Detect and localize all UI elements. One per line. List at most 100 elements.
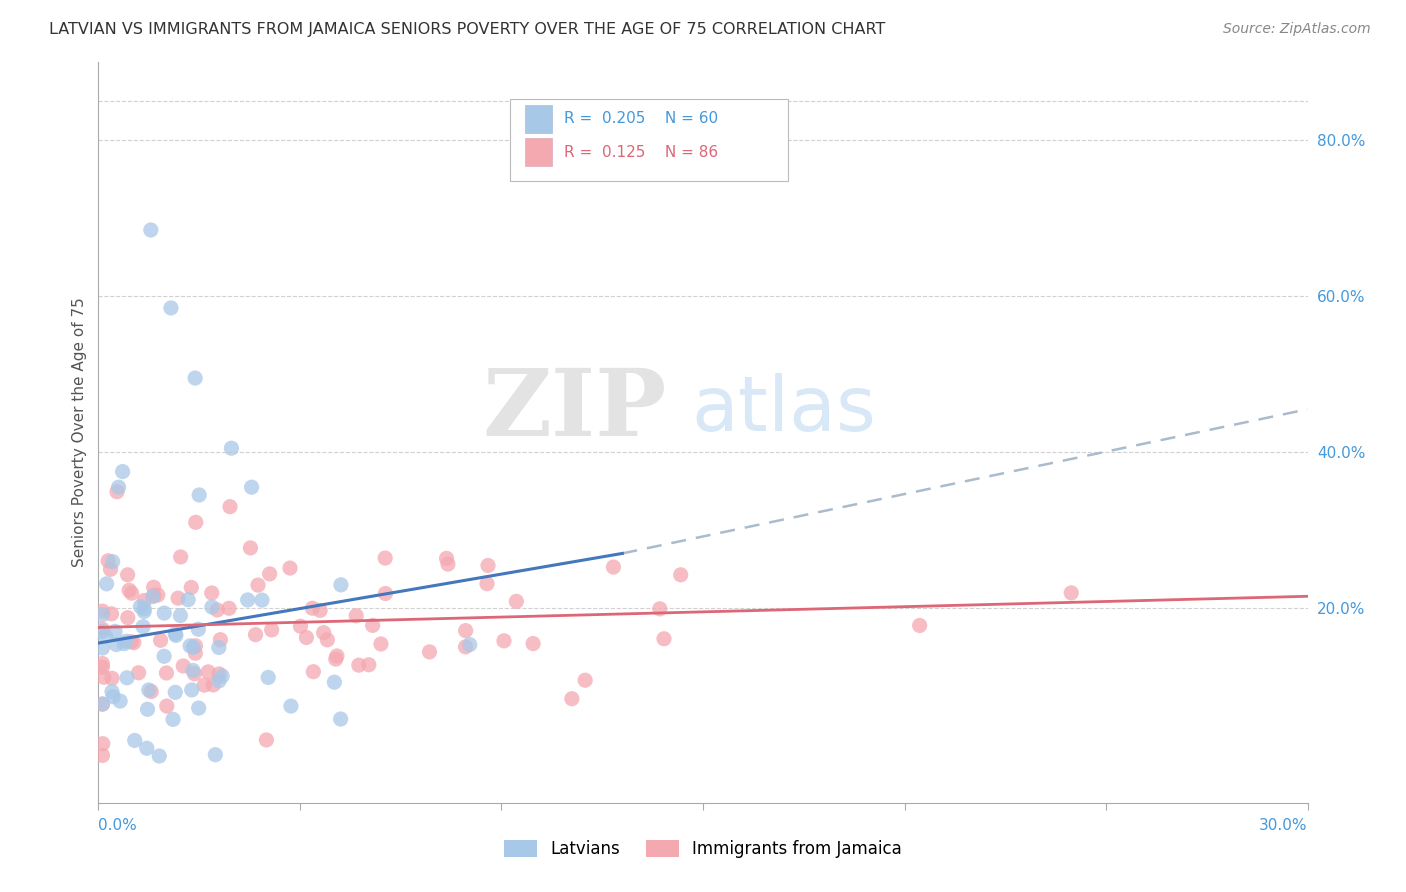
Point: [142, 590, 165, 604]
Point: [104, 624, 127, 639]
Point: [316, 632, 339, 647]
Point: [115, 671, 138, 685]
Text: atlas: atlas: [690, 374, 876, 448]
Point: [201, 586, 224, 600]
Point: [160, 301, 183, 315]
Point: [181, 664, 204, 678]
Point: [91, 623, 114, 637]
Point: [247, 578, 270, 592]
Point: [96, 577, 118, 591]
Point: [260, 623, 283, 637]
Point: [208, 667, 231, 681]
Point: [245, 628, 267, 642]
Point: [458, 638, 481, 652]
Point: [179, 639, 201, 653]
Point: [91, 624, 114, 639]
Point: [153, 649, 176, 664]
Text: 30.0%: 30.0%: [1260, 818, 1308, 833]
Point: [240, 480, 263, 494]
Point: [132, 620, 155, 634]
Point: [129, 599, 152, 614]
Point: [165, 685, 187, 699]
Point: [205, 603, 228, 617]
Point: [418, 645, 440, 659]
Point: [135, 741, 157, 756]
Point: [183, 640, 205, 655]
Point: [162, 712, 184, 726]
Point: [257, 670, 280, 684]
Point: [290, 619, 312, 633]
Point: [149, 633, 172, 648]
Text: ZIP: ZIP: [482, 366, 666, 456]
Point: [301, 601, 323, 615]
Point: [197, 665, 219, 679]
Point: [477, 558, 499, 573]
Point: [208, 673, 231, 688]
Point: [108, 694, 131, 708]
FancyBboxPatch shape: [509, 99, 787, 181]
Point: [437, 557, 460, 571]
Point: [100, 607, 122, 621]
Point: [121, 586, 143, 600]
Point: [908, 618, 931, 632]
Text: LATVIAN VS IMMIGRANTS FROM JAMAICA SENIORS POVERTY OVER THE AGE OF 75 CORRELATIO: LATVIAN VS IMMIGRANTS FROM JAMAICA SENIO…: [49, 22, 886, 37]
Point: [142, 580, 165, 594]
Text: Source: ZipAtlas.com: Source: ZipAtlas.com: [1223, 22, 1371, 37]
Point: [211, 669, 233, 683]
Point: [155, 665, 177, 680]
Point: [180, 581, 202, 595]
Point: [184, 639, 207, 653]
Point: [128, 665, 150, 680]
Point: [361, 618, 384, 632]
Point: [325, 652, 347, 666]
Point: [136, 702, 159, 716]
Point: [180, 682, 202, 697]
Point: [134, 601, 156, 615]
Point: [177, 592, 200, 607]
Point: [91, 660, 114, 674]
Point: [370, 637, 392, 651]
Point: [208, 640, 231, 655]
Point: [105, 484, 128, 499]
Point: [602, 560, 624, 574]
Point: [165, 626, 187, 640]
Point: [187, 622, 209, 636]
Point: [91, 604, 114, 618]
Point: [148, 749, 170, 764]
Point: [202, 678, 225, 692]
Point: [454, 640, 477, 654]
Point: [117, 567, 139, 582]
Point: [101, 684, 124, 698]
Point: [347, 658, 370, 673]
Point: [357, 657, 380, 672]
Point: [120, 634, 142, 648]
Point: [91, 748, 114, 763]
Point: [561, 691, 583, 706]
Point: [329, 712, 352, 726]
Point: [522, 636, 544, 650]
Point: [250, 593, 273, 607]
Point: [101, 671, 124, 685]
Point: [374, 586, 396, 600]
Point: [111, 465, 134, 479]
Point: [124, 733, 146, 747]
Point: [326, 648, 349, 663]
Point: [295, 631, 318, 645]
Point: [172, 659, 194, 673]
Point: [101, 555, 124, 569]
Point: [280, 699, 302, 714]
FancyBboxPatch shape: [526, 138, 551, 166]
Point: [139, 223, 162, 237]
Point: [436, 551, 458, 566]
Point: [169, 608, 191, 623]
Point: [219, 500, 242, 514]
Point: [236, 593, 259, 607]
Point: [209, 632, 232, 647]
Point: [115, 634, 138, 648]
Point: [193, 678, 215, 692]
Point: [167, 591, 190, 606]
Point: [97, 554, 120, 568]
Legend: Latvians, Immigrants from Jamaica: Latvians, Immigrants from Jamaica: [498, 833, 908, 865]
Point: [153, 606, 176, 620]
Point: [309, 603, 332, 617]
